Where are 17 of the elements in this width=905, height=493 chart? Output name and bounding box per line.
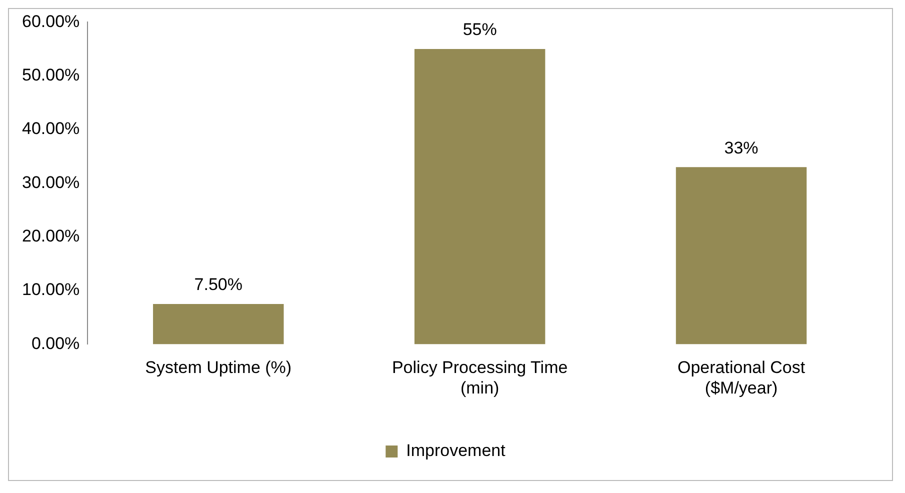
x-tick-label: System Uptime (%) xyxy=(145,358,292,378)
y-tick-label: 40.00% xyxy=(22,119,80,138)
y-tick-label: 20.00% xyxy=(22,226,80,246)
y-tick-label: 30.00% xyxy=(22,172,80,192)
x-tick-label: Policy Processing Time (min) xyxy=(392,358,568,398)
y-tick-label: 50.00% xyxy=(22,66,80,85)
y-tick-label: 10.00% xyxy=(22,280,80,300)
legend-label: Improvement xyxy=(406,441,506,460)
data-label: 7.50% xyxy=(194,275,242,294)
bar xyxy=(153,304,284,344)
bar xyxy=(676,167,807,344)
y-tick-label: 0.00% xyxy=(31,334,80,353)
bar xyxy=(414,49,546,344)
y-tick-label: 60.00% xyxy=(22,12,80,31)
data-label: 55% xyxy=(462,20,497,40)
x-tick-label: Operational Cost ($M/year) xyxy=(677,358,806,398)
data-label: 33% xyxy=(724,138,758,158)
